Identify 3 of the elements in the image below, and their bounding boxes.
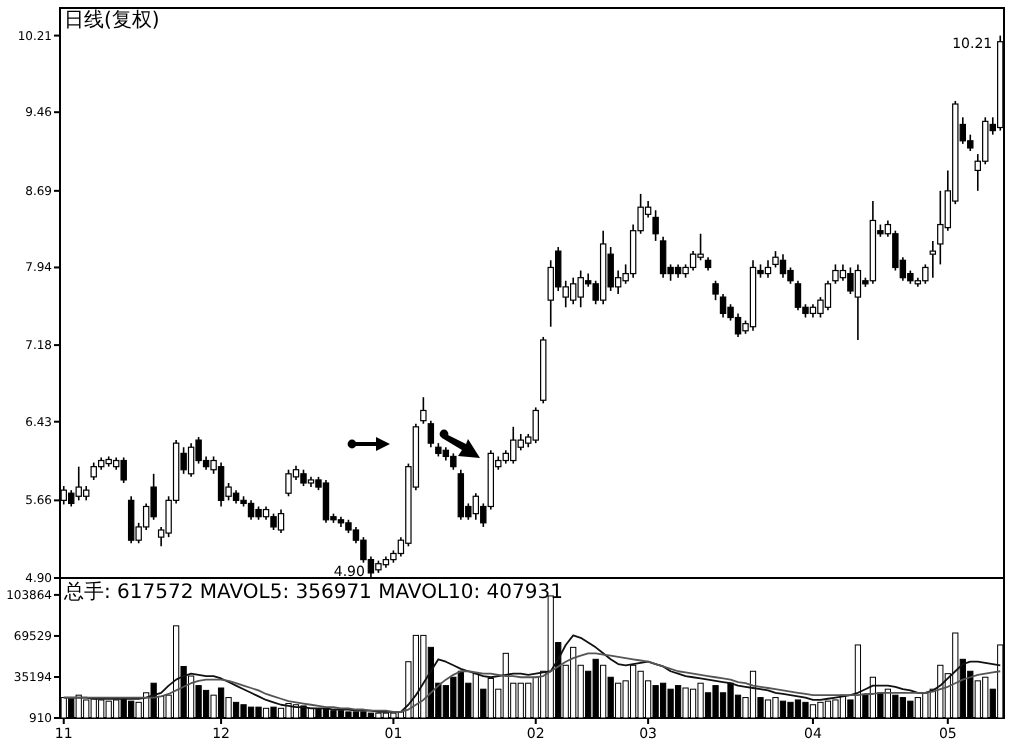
line-series [62,652,1002,713]
annotation: 总手: 617572 MAVOL5: 356971 MAVOL10: 407931 [62,580,563,604]
chart-title: 日线(复权) [64,8,160,32]
